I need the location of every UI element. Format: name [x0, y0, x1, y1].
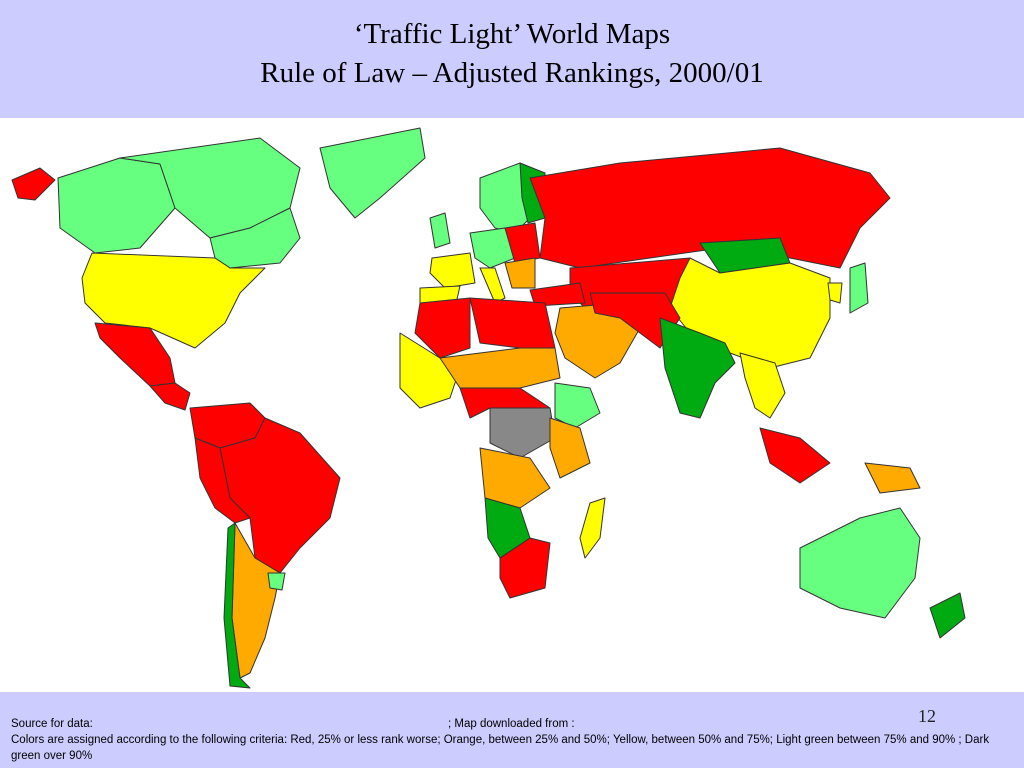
region-ethiopia	[554, 382, 601, 429]
region-india	[659, 317, 736, 419]
title-banner: ‘Traffic Light’ World Maps Rule of Law –…	[0, 0, 1024, 118]
region-usa	[81, 252, 266, 349]
region-new-zealand	[929, 592, 966, 639]
color-criteria-note: Colors are assigned according to the fol…	[11, 734, 990, 762]
region-central-america	[149, 382, 191, 411]
region-greenland	[319, 127, 426, 219]
footer-text: Source for data: ; Map downloaded from :…	[11, 716, 1016, 764]
region-korea	[827, 282, 843, 304]
footer-band: 12 Source for data: ; Map downloaded fro…	[0, 692, 1024, 768]
region-uruguay	[267, 572, 286, 591]
region-australia	[799, 507, 921, 619]
region-turkey	[529, 282, 586, 307]
region-drc	[489, 407, 556, 459]
region-peru-bolivia	[194, 437, 251, 524]
world-map	[0, 118, 1024, 692]
region-north-africa-west	[414, 297, 471, 359]
region-chile	[223, 522, 251, 689]
region-japan	[849, 262, 869, 314]
region-southeast-asia	[739, 352, 786, 419]
region-madagascar	[579, 497, 606, 559]
map-download-label: ; Map downloaded from :	[448, 718, 575, 730]
region-east-africa	[549, 417, 591, 479]
region-central-europe	[469, 227, 516, 269]
region-italy	[479, 267, 506, 304]
region-libya-egypt	[469, 297, 556, 349]
region-central-africa	[459, 387, 551, 419]
region-france	[429, 252, 476, 289]
region-sahel	[439, 347, 561, 389]
footer-source-row: Source for data: ; Map downloaded from :	[11, 716, 1016, 732]
region-russia	[529, 147, 891, 269]
region-alaska	[11, 167, 56, 201]
region-angola-zambia	[479, 447, 551, 509]
page-number: 12	[918, 706, 936, 726]
slide-title: ‘Traffic Light’ World Maps	[353, 18, 671, 50]
region-balkans	[504, 257, 536, 289]
region-indonesia	[759, 427, 831, 484]
region-south-africa	[499, 537, 551, 599]
region-iran-afghanistan-pakistan	[589, 292, 681, 349]
slide-subtitle: Rule of Law – Adjusted Rankings, 2000/01	[260, 57, 764, 89]
source-label: Source for data:	[11, 718, 93, 730]
region-western-canada	[57, 157, 176, 254]
region-new-guinea	[864, 462, 921, 494]
region-uk	[429, 212, 451, 249]
